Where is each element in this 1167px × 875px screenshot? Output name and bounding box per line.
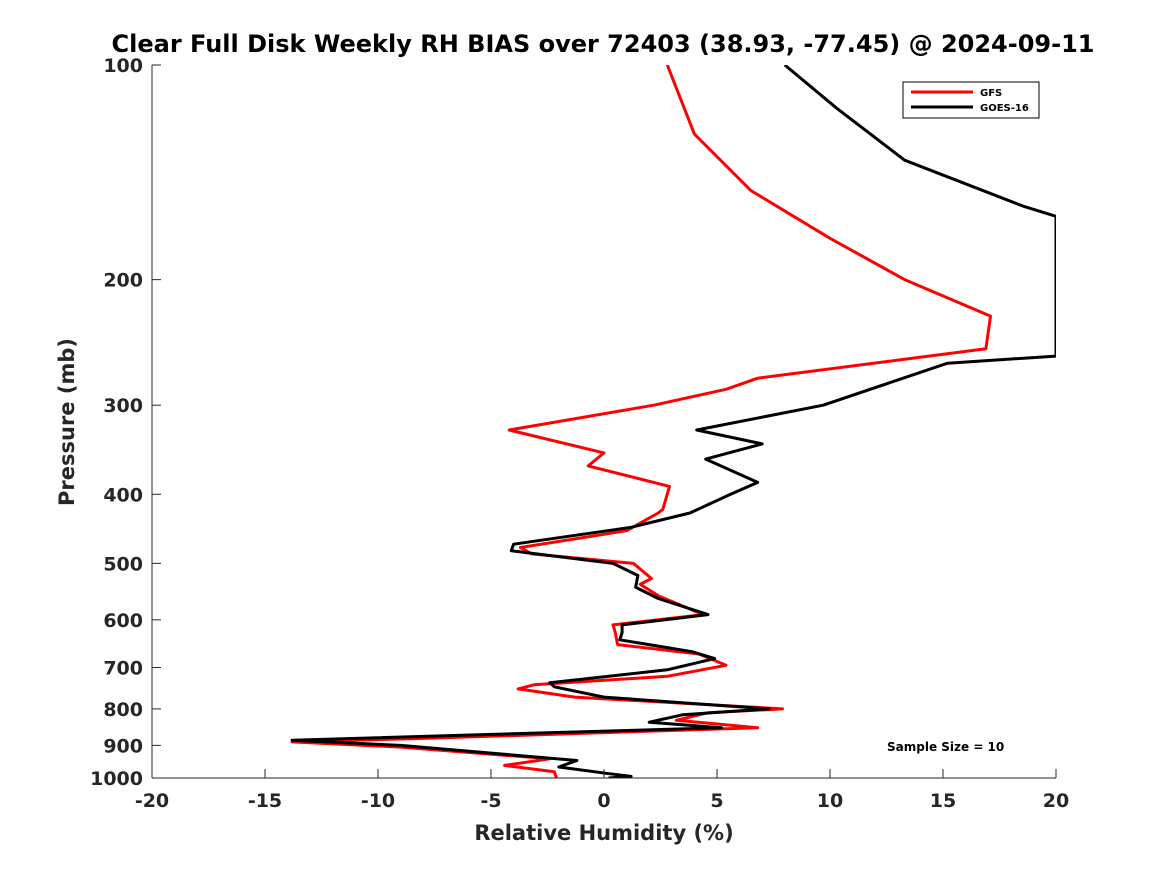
y-tick-label: 500 — [103, 553, 143, 575]
x-tick-label: -5 — [480, 790, 501, 812]
x-tick-label: -20 — [135, 790, 169, 812]
x-tick-label: 15 — [930, 790, 956, 812]
x-tick-label: 10 — [817, 790, 843, 812]
x-tick-label: 0 — [597, 790, 610, 812]
plot-area — [152, 65, 1056, 778]
y-tick-label: 300 — [103, 395, 143, 417]
series-line-gfs — [290, 65, 992, 778]
x-tick-label: 20 — [1043, 790, 1069, 812]
y-tick-label: 600 — [103, 610, 143, 632]
x-tick-label: -15 — [248, 790, 282, 812]
y-tick-label: 800 — [103, 699, 143, 721]
legend: GFS GOES-16 — [902, 81, 1040, 119]
x-tick-label: 5 — [710, 790, 723, 812]
y-tick-label: 100 — [103, 55, 143, 77]
tick-layer: -20 -15 -10 -5 0 5 10 15 20 100 200 300 400 500 600 700… — [90, 55, 1069, 812]
x-axis-label: Relative Humidity (%) — [474, 821, 733, 845]
chart-title: Clear Full Disk Weekly RH BIAS over 7240… — [112, 30, 1095, 58]
y-tick-label: 1000 — [90, 768, 143, 790]
y-axis-label: Pressure (mb) — [55, 338, 79, 506]
series-line-goes-16 — [290, 65, 1056, 778]
sample-size-annotation: Sample Size = 10 — [887, 740, 1004, 754]
legend-label-gfs: GFS — [980, 88, 1002, 99]
y-tick-label: 700 — [103, 658, 143, 680]
legend-label-goes-16: GOES-16 — [980, 103, 1029, 114]
y-tick-label: 400 — [103, 484, 143, 506]
series-layer — [290, 65, 1056, 778]
y-tick-label: 200 — [103, 270, 143, 292]
y-tick-label: 900 — [103, 735, 143, 757]
x-tick-label: -10 — [361, 790, 395, 812]
legend-box — [902, 81, 1040, 119]
